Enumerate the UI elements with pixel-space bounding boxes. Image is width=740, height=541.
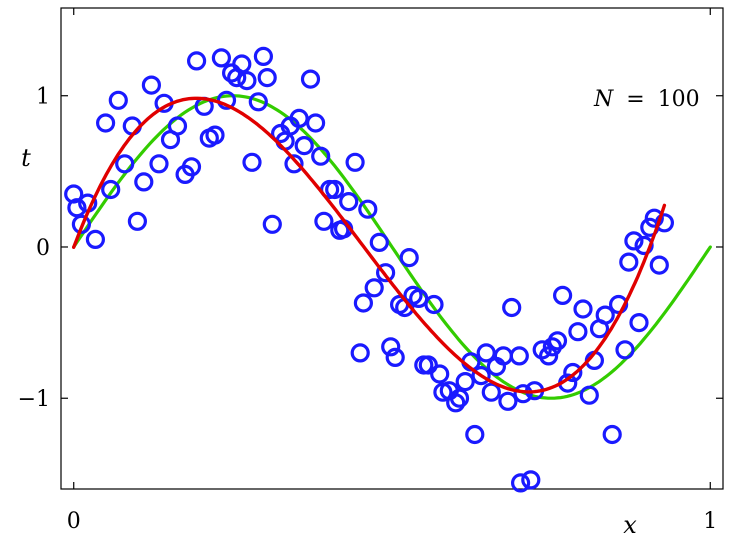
data-point	[115, 154, 135, 174]
data-point	[248, 92, 268, 112]
y-tick-label: −1	[18, 387, 50, 412]
y-tick-label: 1	[36, 85, 50, 110]
data-point	[455, 372, 475, 392]
data-point	[242, 152, 262, 172]
fitted-curve	[72, 96, 667, 394]
data-point	[481, 382, 501, 402]
data-point	[122, 116, 142, 136]
data-point	[364, 278, 384, 298]
data-point	[101, 179, 121, 200]
data-point	[205, 125, 225, 145]
x-tick-label: 0	[67, 509, 81, 534]
data-point	[509, 346, 529, 366]
data-point	[306, 113, 326, 133]
data-point	[498, 391, 518, 411]
data-point	[602, 424, 622, 445]
annotation-symbol: N	[593, 87, 614, 112]
data-point	[181, 157, 202, 177]
data-point	[257, 67, 277, 88]
data-point	[353, 293, 373, 313]
data-point	[399, 248, 419, 268]
data-point	[187, 51, 207, 71]
data-point	[624, 231, 644, 251]
data-point	[430, 364, 450, 384]
data-point	[289, 108, 309, 129]
data-point	[476, 343, 496, 363]
data-point	[134, 172, 154, 192]
data-point	[563, 362, 583, 383]
data-point	[376, 263, 396, 283]
data-point	[573, 299, 593, 319]
data-point	[311, 146, 331, 166]
fit-curve-layer	[72, 96, 667, 394]
data-point	[237, 70, 257, 91]
true-function-curve	[72, 94, 712, 400]
data-point	[149, 154, 169, 174]
data-point	[300, 69, 321, 89]
data-point	[369, 232, 389, 252]
data-point	[127, 211, 147, 231]
data-point	[95, 113, 116, 133]
data-point	[67, 198, 87, 218]
data-point	[418, 355, 438, 375]
data-point	[141, 75, 161, 95]
curves	[72, 94, 712, 400]
data-point	[262, 214, 282, 234]
data-point	[253, 46, 273, 67]
y-tick-label: 0	[36, 236, 50, 261]
data-points	[64, 46, 675, 493]
data-point	[579, 385, 599, 405]
data-point	[294, 136, 314, 156]
data-point	[654, 213, 675, 233]
x-axis-label: x	[623, 511, 637, 539]
data-point	[325, 179, 345, 200]
data-point	[385, 347, 405, 367]
data-point	[619, 252, 639, 272]
tick-marks	[61, 8, 723, 489]
data-point	[552, 285, 573, 305]
data-point	[644, 208, 664, 228]
data-point	[547, 331, 568, 351]
data-point	[568, 322, 588, 342]
data-point	[446, 393, 466, 413]
data-point	[350, 343, 370, 363]
data-point	[513, 384, 533, 404]
data-point	[381, 337, 401, 357]
data-point	[510, 473, 531, 493]
data-point	[211, 48, 231, 68]
data-point	[502, 297, 522, 318]
data-point	[521, 470, 541, 490]
annotation-equals: =	[626, 87, 644, 112]
data-point	[71, 214, 92, 234]
data-point	[465, 424, 485, 445]
data-point	[314, 211, 334, 231]
sample-size-annotation: N = 100	[593, 87, 700, 112]
y-axis-label: t	[21, 144, 31, 172]
data-point	[538, 346, 559, 366]
data-point	[232, 54, 252, 74]
x-tick-label: 1	[703, 509, 717, 534]
data-point	[345, 152, 365, 172]
data-point	[108, 90, 128, 110]
data-point	[167, 116, 188, 136]
data-point	[471, 366, 491, 386]
data-point	[284, 154, 304, 174]
data-point	[615, 340, 635, 360]
data-point	[339, 192, 359, 212]
data-point	[449, 388, 470, 408]
data-point	[629, 313, 649, 333]
data-point	[595, 305, 615, 325]
data-point	[424, 294, 444, 315]
data-point	[85, 229, 106, 249]
tick-labels: 0 1 1 0 −1	[18, 85, 718, 534]
data-point	[358, 199, 378, 219]
plot-frame	[60, 7, 724, 490]
data-point	[649, 255, 669, 275]
annotation-value: 100	[658, 87, 700, 112]
